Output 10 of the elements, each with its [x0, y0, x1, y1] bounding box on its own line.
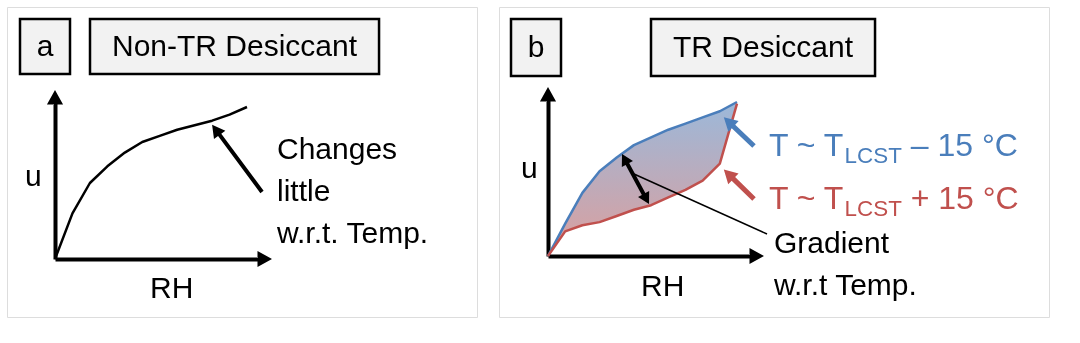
- text: b: [527, 29, 545, 63]
- x-axis-title: RH: [641, 269, 685, 302]
- text: a: [36, 28, 54, 62]
- x-axis-title: RH: [150, 271, 194, 304]
- text: Changes little w.r.t. Temp.: [276, 132, 429, 249]
- chart-title: TR Desiccant: [673, 29, 854, 63]
- text: Gradient w.r.t Temp.: [773, 226, 917, 301]
- chart-title: Non-TR Desiccant: [112, 28, 358, 62]
- y-axis-title: u: [25, 159, 42, 192]
- y-axis-title: u: [521, 151, 538, 184]
